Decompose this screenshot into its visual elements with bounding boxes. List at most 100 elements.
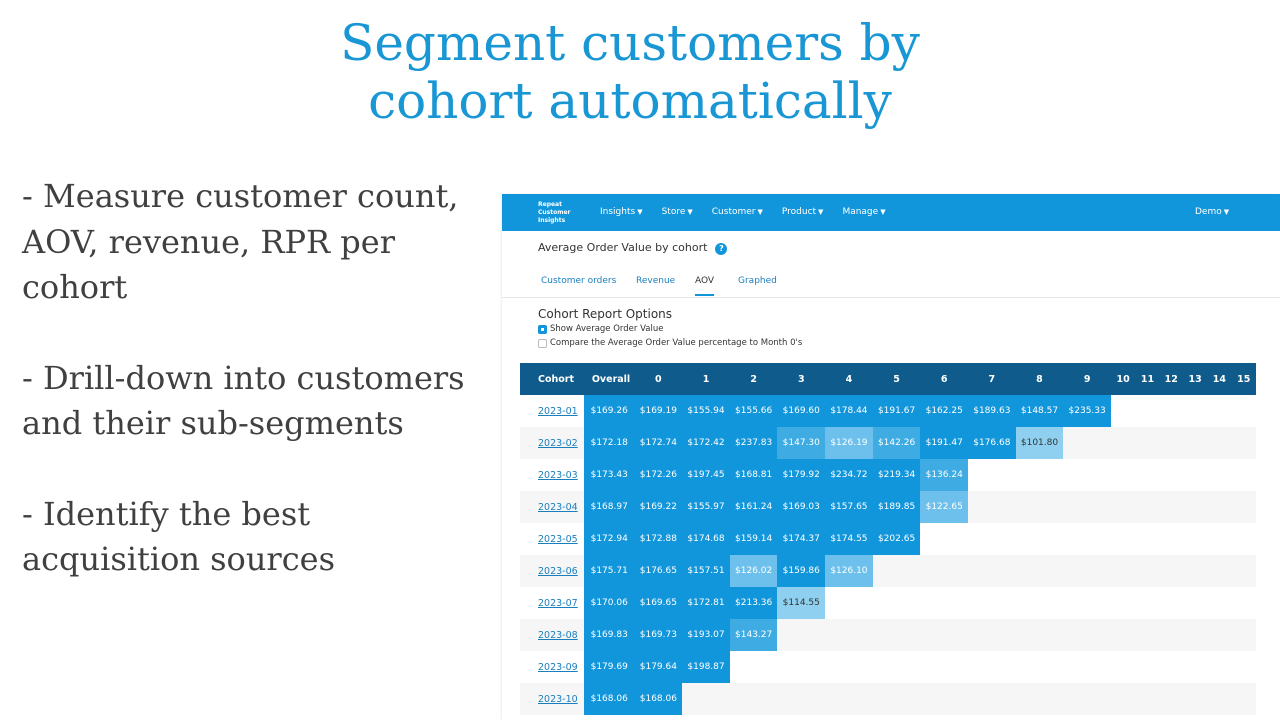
cohort-link[interactable]: 2023-04 bbox=[538, 501, 578, 513]
value-cell: $168.81 bbox=[729, 459, 778, 491]
empty-cell bbox=[1063, 683, 1111, 715]
nav-customer[interactable]: Customer ▼ bbox=[712, 207, 763, 217]
column-header-month-13[interactable]: 13 bbox=[1182, 363, 1208, 395]
column-header-month-12[interactable]: 12 bbox=[1159, 363, 1183, 395]
checkbox-unchecked-icon[interactable] bbox=[538, 338, 547, 348]
cohort-link[interactable]: 2023-08 bbox=[538, 629, 578, 641]
value-cell: $101.80 bbox=[1015, 427, 1064, 459]
empty-cell bbox=[1110, 523, 1136, 555]
overall-cell: $175.71 bbox=[583, 555, 635, 587]
value-cell: $213.36 bbox=[729, 587, 778, 619]
option-show-aov[interactable]: Show Average Order Value bbox=[538, 324, 663, 334]
nav-insights[interactable]: Insights ▼ bbox=[600, 207, 643, 217]
empty-cell bbox=[1135, 619, 1160, 651]
empty-cell bbox=[1015, 587, 1064, 619]
option-compare-month0[interactable]: Compare the Average Order Value percenta… bbox=[538, 338, 802, 348]
empty-cell bbox=[1110, 587, 1136, 619]
tab-customer-orders[interactable]: Customer orders bbox=[541, 276, 617, 286]
checkbox-checked-icon[interactable] bbox=[538, 324, 547, 334]
column-header-month-11[interactable]: 11 bbox=[1135, 363, 1160, 395]
value-cell: $143.27 bbox=[729, 619, 778, 651]
cohort-cell: 2023-08 bbox=[520, 619, 584, 651]
cohort-cell: 2023-09 bbox=[520, 651, 584, 683]
column-header-month-1[interactable]: 1 bbox=[682, 363, 730, 395]
tab-revenue[interactable]: Revenue bbox=[636, 276, 676, 286]
empty-cell bbox=[1063, 459, 1111, 491]
empty-cell bbox=[968, 619, 1016, 651]
empty-cell bbox=[1063, 491, 1111, 523]
empty-cell bbox=[1110, 619, 1136, 651]
empty-cell bbox=[1207, 683, 1232, 715]
option-show-aov-label: Show Average Order Value bbox=[550, 324, 664, 334]
column-header-month-2[interactable]: 2 bbox=[729, 363, 778, 395]
brand-line-3: Insights bbox=[538, 217, 566, 224]
column-header-month-10[interactable]: 10 bbox=[1110, 363, 1136, 395]
empty-cell bbox=[1182, 427, 1208, 459]
column-header-month-3[interactable]: 3 bbox=[777, 363, 826, 395]
cohort-link[interactable]: 2023-07 bbox=[538, 597, 578, 609]
value-cell: $159.86 bbox=[777, 555, 826, 587]
empty-cell bbox=[1207, 491, 1232, 523]
cohort-link[interactable]: 2023-02 bbox=[538, 437, 578, 449]
empty-cell bbox=[920, 523, 969, 555]
column-header-month-0[interactable]: 0 bbox=[634, 363, 683, 395]
empty-cell bbox=[1135, 427, 1160, 459]
empty-cell bbox=[872, 587, 921, 619]
column-header-month-6[interactable]: 6 bbox=[920, 363, 969, 395]
table-row: 2023-08 $169.83 $169.73 $193.07 $143.27 bbox=[520, 619, 1256, 651]
empty-cell bbox=[920, 651, 969, 683]
tab-aov[interactable]: AOV bbox=[695, 276, 715, 296]
empty-cell bbox=[968, 587, 1016, 619]
value-cell: $169.19 bbox=[634, 395, 683, 427]
empty-cell bbox=[1063, 555, 1111, 587]
nav-manage-label: Manage bbox=[842, 207, 879, 217]
column-header-month-14[interactable]: 14 bbox=[1207, 363, 1232, 395]
tab-graphed[interactable]: Graphed bbox=[738, 276, 777, 286]
slide-title-line-1: Segment customers by bbox=[340, 14, 920, 72]
cohort-link[interactable]: 2023-03 bbox=[538, 469, 578, 481]
column-header-month-15[interactable]: 15 bbox=[1231, 363, 1256, 395]
cohort-link[interactable]: 2023-06 bbox=[538, 565, 578, 577]
cohort-link[interactable]: 2023-10 bbox=[538, 693, 578, 705]
empty-cell bbox=[729, 651, 778, 683]
value-cell: $202.65 bbox=[872, 523, 921, 555]
value-cell: $172.81 bbox=[682, 587, 730, 619]
empty-cell bbox=[1159, 587, 1183, 619]
value-cell: $114.55 bbox=[777, 587, 826, 619]
column-header-month-7[interactable]: 7 bbox=[968, 363, 1016, 395]
empty-cell bbox=[872, 619, 921, 651]
slide-title-line-2: cohort automatically bbox=[368, 72, 892, 130]
overall-cell: $168.97 bbox=[583, 491, 635, 523]
nav-manage[interactable]: Manage ▼ bbox=[842, 207, 885, 217]
empty-cell bbox=[920, 683, 969, 715]
cohort-table-container[interactable]: Cohort Overall 0 1 2 3 4 5 6 7 8 9 10 11 12 13 14 15 2023… bbox=[520, 363, 1256, 720]
column-header-month-5[interactable]: 5 bbox=[872, 363, 921, 395]
brand-logo[interactable]: Repeat Customer Insights bbox=[538, 201, 588, 225]
empty-cell bbox=[1182, 491, 1208, 523]
cohort-link[interactable]: 2023-05 bbox=[538, 533, 578, 545]
column-header-month-4[interactable]: 4 bbox=[825, 363, 873, 395]
empty-cell bbox=[1135, 555, 1160, 587]
column-header-month-8[interactable]: 8 bbox=[1015, 363, 1064, 395]
table-body: 2023-01 $169.26 $169.19 $155.94 $155.66 $169.… bbox=[520, 395, 1256, 715]
empty-cell bbox=[1135, 395, 1160, 427]
nav-product[interactable]: Product ▼ bbox=[782, 207, 824, 217]
column-header-cohort[interactable]: Cohort bbox=[520, 363, 584, 395]
nav-user-menu[interactable]: Demo ▼ bbox=[1195, 207, 1229, 217]
cohort-link[interactable]: 2023-09 bbox=[538, 661, 578, 673]
cohort-link[interactable]: 2023-01 bbox=[538, 405, 578, 417]
column-header-month-9[interactable]: 9 bbox=[1063, 363, 1111, 395]
empty-cell bbox=[920, 619, 969, 651]
empty-cell bbox=[1182, 651, 1208, 683]
table-row: 2023-05 $172.94 $172.88 $174.68 $159.14 $174.… bbox=[520, 523, 1256, 555]
overall-cell: $168.06 bbox=[583, 683, 635, 715]
value-cell: $191.47 bbox=[920, 427, 969, 459]
help-icon[interactable]: ? bbox=[715, 243, 728, 255]
empty-cell bbox=[968, 459, 1016, 491]
brand-line-2: Customer bbox=[538, 209, 571, 216]
value-cell: $172.74 bbox=[634, 427, 683, 459]
column-header-overall[interactable]: Overall bbox=[583, 363, 635, 395]
nav-store[interactable]: Store ▼ bbox=[662, 207, 693, 217]
empty-cell bbox=[1063, 523, 1111, 555]
empty-cell bbox=[1110, 651, 1136, 683]
